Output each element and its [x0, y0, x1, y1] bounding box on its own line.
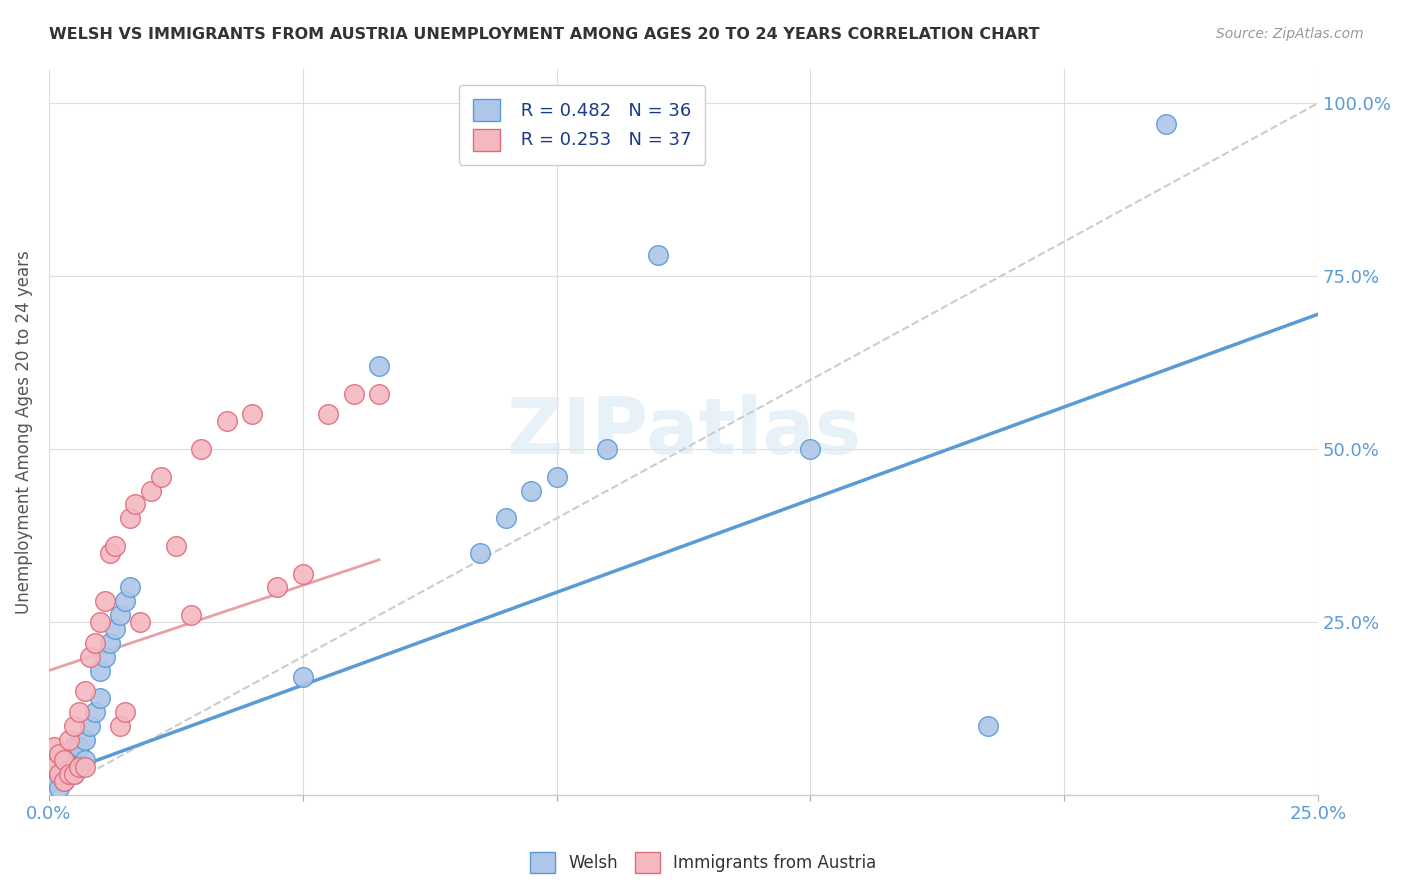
Point [215, 414, 238, 428]
Point [124, 498, 146, 512]
Point [89, 615, 111, 629]
Point [94, 649, 117, 664]
Point [53, 774, 76, 789]
Point [799, 442, 821, 456]
Point [520, 483, 543, 498]
Point [48, 781, 70, 796]
Point [108, 608, 131, 623]
Point [94, 594, 117, 608]
Point [98, 636, 121, 650]
Point [73, 684, 96, 698]
Point [67, 760, 90, 774]
Point [42, 760, 65, 774]
Point [104, 539, 127, 553]
Point [63, 767, 86, 781]
Point [63, 739, 86, 754]
Point [108, 719, 131, 733]
Point [180, 608, 202, 623]
Point [596, 442, 619, 456]
Point [120, 581, 142, 595]
Legend:  R = 0.482   N = 36,  R = 0.253   N = 37: R = 0.482 N = 36, R = 0.253 N = 37 [458, 85, 706, 165]
Point [291, 670, 314, 684]
Point [546, 469, 568, 483]
Point [647, 248, 669, 262]
Legend: Welsh, Immigrants from Austria: Welsh, Immigrants from Austria [523, 846, 883, 880]
Text: ZIPatlas: ZIPatlas [506, 393, 860, 470]
Point [63, 754, 86, 768]
Point [48, 767, 70, 781]
Point [63, 767, 86, 781]
Point [129, 615, 152, 629]
Point [98, 546, 121, 560]
Point [368, 359, 391, 373]
Text: WELSH VS IMMIGRANTS FROM AUSTRIA UNEMPLOYMENT AMONG AGES 20 TO 24 YEARS CORRELAT: WELSH VS IMMIGRANTS FROM AUSTRIA UNEMPLO… [49, 27, 1039, 42]
Point [79, 649, 101, 664]
Point [139, 483, 162, 498]
Text: Source: ZipAtlas.com: Source: ZipAtlas.com [1216, 27, 1364, 41]
Point [67, 760, 90, 774]
Point [89, 664, 111, 678]
Point [89, 691, 111, 706]
Point [240, 408, 263, 422]
Point [266, 581, 288, 595]
Point [58, 767, 80, 781]
Point [58, 732, 80, 747]
Point [53, 760, 76, 774]
Point [67, 705, 90, 719]
Point [58, 767, 80, 781]
Point [342, 386, 364, 401]
Point [114, 594, 136, 608]
Point [48, 767, 70, 781]
Point [67, 739, 90, 754]
Point [79, 719, 101, 733]
Point [73, 760, 96, 774]
Y-axis label: Unemployment Among Ages 20 to 24 years: Unemployment Among Ages 20 to 24 years [15, 250, 32, 614]
Point [83, 636, 105, 650]
Point [165, 539, 187, 553]
Point [53, 754, 76, 768]
Point [470, 546, 492, 560]
Point [120, 511, 142, 525]
Point [104, 622, 127, 636]
Point [73, 732, 96, 747]
Point [42, 774, 65, 789]
Point [48, 747, 70, 761]
Point [83, 705, 105, 719]
Point [368, 386, 391, 401]
Point [58, 754, 80, 768]
Point [73, 754, 96, 768]
Point [291, 566, 314, 581]
Point [42, 739, 65, 754]
Point [977, 719, 1000, 733]
Point [495, 511, 517, 525]
Point [114, 705, 136, 719]
Point [1154, 117, 1177, 131]
Point [316, 408, 339, 422]
Point [53, 747, 76, 761]
Point [63, 719, 86, 733]
Point [53, 774, 76, 789]
Point [149, 469, 172, 483]
Point [190, 442, 212, 456]
